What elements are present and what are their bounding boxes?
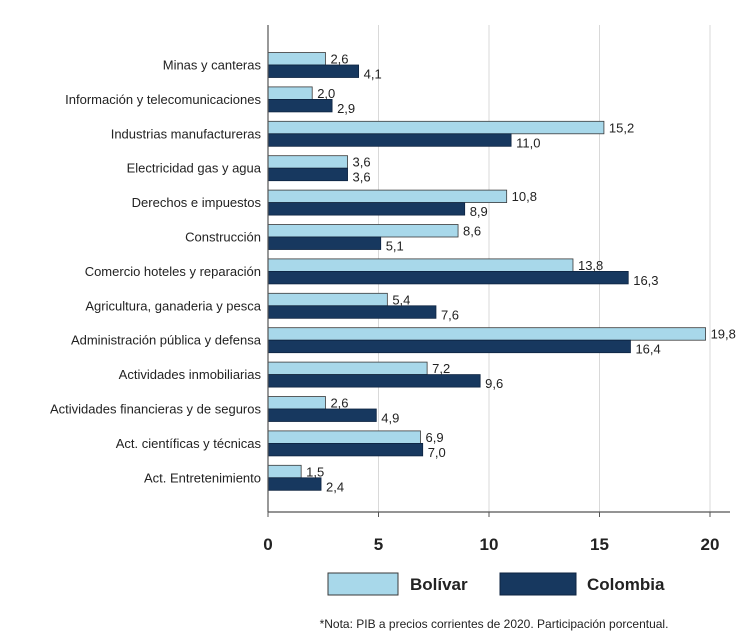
category-label: Comercio hoteles y reparación xyxy=(85,264,261,279)
category-label: Minas y canteras xyxy=(163,58,262,73)
x-tick-label: 5 xyxy=(374,535,383,554)
value-label-bolivar: 3,6 xyxy=(353,155,371,170)
category-label: Act. Entretenimiento xyxy=(144,470,261,485)
category-label: Información y telecomunicaciones xyxy=(65,92,261,107)
category-label: Construcción xyxy=(185,230,261,245)
category-labels: Minas y canteras Información y telecomuni… xyxy=(50,58,262,486)
bar-bolivar xyxy=(267,189,508,204)
bar-colombia xyxy=(267,408,377,422)
value-label-bolivar: 8,6 xyxy=(463,224,481,239)
value-label-colombia: 5,1 xyxy=(386,239,404,254)
bar-bolivar xyxy=(267,327,706,341)
bar-colombia xyxy=(267,374,481,388)
value-label-bolivar: 6,9 xyxy=(425,430,443,445)
x-tick-label: 15 xyxy=(590,535,609,554)
category-label: Actividades financieras y de seguros xyxy=(50,402,262,417)
bar-colombia xyxy=(267,133,512,147)
bar-bolivar xyxy=(267,258,574,272)
bar-colombia xyxy=(267,99,333,113)
bar-colombia xyxy=(267,202,466,216)
legend-swatch-bolivar xyxy=(327,572,399,596)
x-tick-label: 20 xyxy=(701,535,720,554)
bar-bolivar xyxy=(267,464,302,479)
bars xyxy=(267,52,706,491)
value-label-colombia: 7,6 xyxy=(441,307,459,322)
value-label-bolivar: 2,6 xyxy=(330,52,348,67)
value-label-colombia: 3,6 xyxy=(353,170,371,185)
bar-bolivar xyxy=(267,430,421,444)
category-label: Actividades inmobiliarias xyxy=(119,367,262,382)
bar-bolivar xyxy=(267,361,428,376)
x-tick-label: 0 xyxy=(263,535,272,554)
bar-bolivar xyxy=(267,86,313,100)
bar-colombia xyxy=(267,477,322,491)
value-label-bolivar: 7,2 xyxy=(432,361,450,376)
bar-colombia xyxy=(267,236,382,250)
bar-colombia xyxy=(267,305,437,319)
value-label-colombia: 8,9 xyxy=(470,204,488,219)
value-label-bolivar: 2,6 xyxy=(330,396,348,411)
value-label-colombia: 2,9 xyxy=(337,101,355,116)
category-label: Derechos e impuestos xyxy=(132,195,262,210)
bar-colombia xyxy=(267,270,629,285)
value-label-bolivar: 13,8 xyxy=(578,258,603,273)
bar-bolivar xyxy=(267,396,326,410)
category-label: Electricidad gas y agua xyxy=(127,161,262,176)
legend-label-colombia: Colombia xyxy=(587,575,665,594)
value-label-colombia: 16,4 xyxy=(635,342,660,357)
bar-bolivar xyxy=(267,224,459,238)
value-label-bolivar: 10,8 xyxy=(512,189,537,204)
category-label: Agricultura, ganaderia y pesca xyxy=(85,298,261,313)
value-label-bolivar: 19,8 xyxy=(711,327,736,342)
x-tick-label: 10 xyxy=(480,535,499,554)
legend-swatch-colombia xyxy=(499,572,577,596)
value-label-colombia: 16,3 xyxy=(633,273,658,288)
bar-bolivar xyxy=(267,52,326,66)
value-label-colombia: 11,0 xyxy=(516,135,540,150)
bar-bolivar xyxy=(267,155,348,169)
value-label-colombia: 4,9 xyxy=(381,411,399,426)
value-label-bolivar: 15,2 xyxy=(609,120,634,135)
legend-label-bolivar: Bolívar xyxy=(410,575,468,594)
category-label: Act. científicas y técnicas xyxy=(116,436,262,451)
bar-bolivar xyxy=(267,292,388,307)
bar-colombia xyxy=(267,442,424,457)
bar-colombia xyxy=(267,167,348,182)
footnote: *Nota: PIB a precios corrientes de 2020.… xyxy=(320,617,669,631)
value-label-bolivar: 2,0 xyxy=(317,86,335,101)
value-label-colombia: 9,6 xyxy=(485,376,503,391)
bar-colombia xyxy=(267,339,631,354)
legend: Bolívar Colombia xyxy=(327,572,665,596)
value-labels: 2,6 4,1 2,02,9 15,2 11,0 3,63,6 10,8 8,9 8,6 5,1 1… xyxy=(306,52,736,495)
bar-bolivar xyxy=(267,120,605,135)
value-label-colombia: 2,4 xyxy=(326,479,344,494)
value-label-colombia: 4,1 xyxy=(364,67,382,82)
value-label-bolivar: 1,5 xyxy=(306,464,324,479)
category-label: Industrias manufactureras xyxy=(111,126,262,141)
bar-colombia xyxy=(267,64,360,78)
value-label-bolivar: 5,4 xyxy=(392,292,410,307)
value-label-colombia: 7,0 xyxy=(428,445,446,460)
category-label: Administración pública y defensa xyxy=(71,333,262,348)
x-axis-ticks: 0 5 10 15 20 xyxy=(263,512,719,554)
